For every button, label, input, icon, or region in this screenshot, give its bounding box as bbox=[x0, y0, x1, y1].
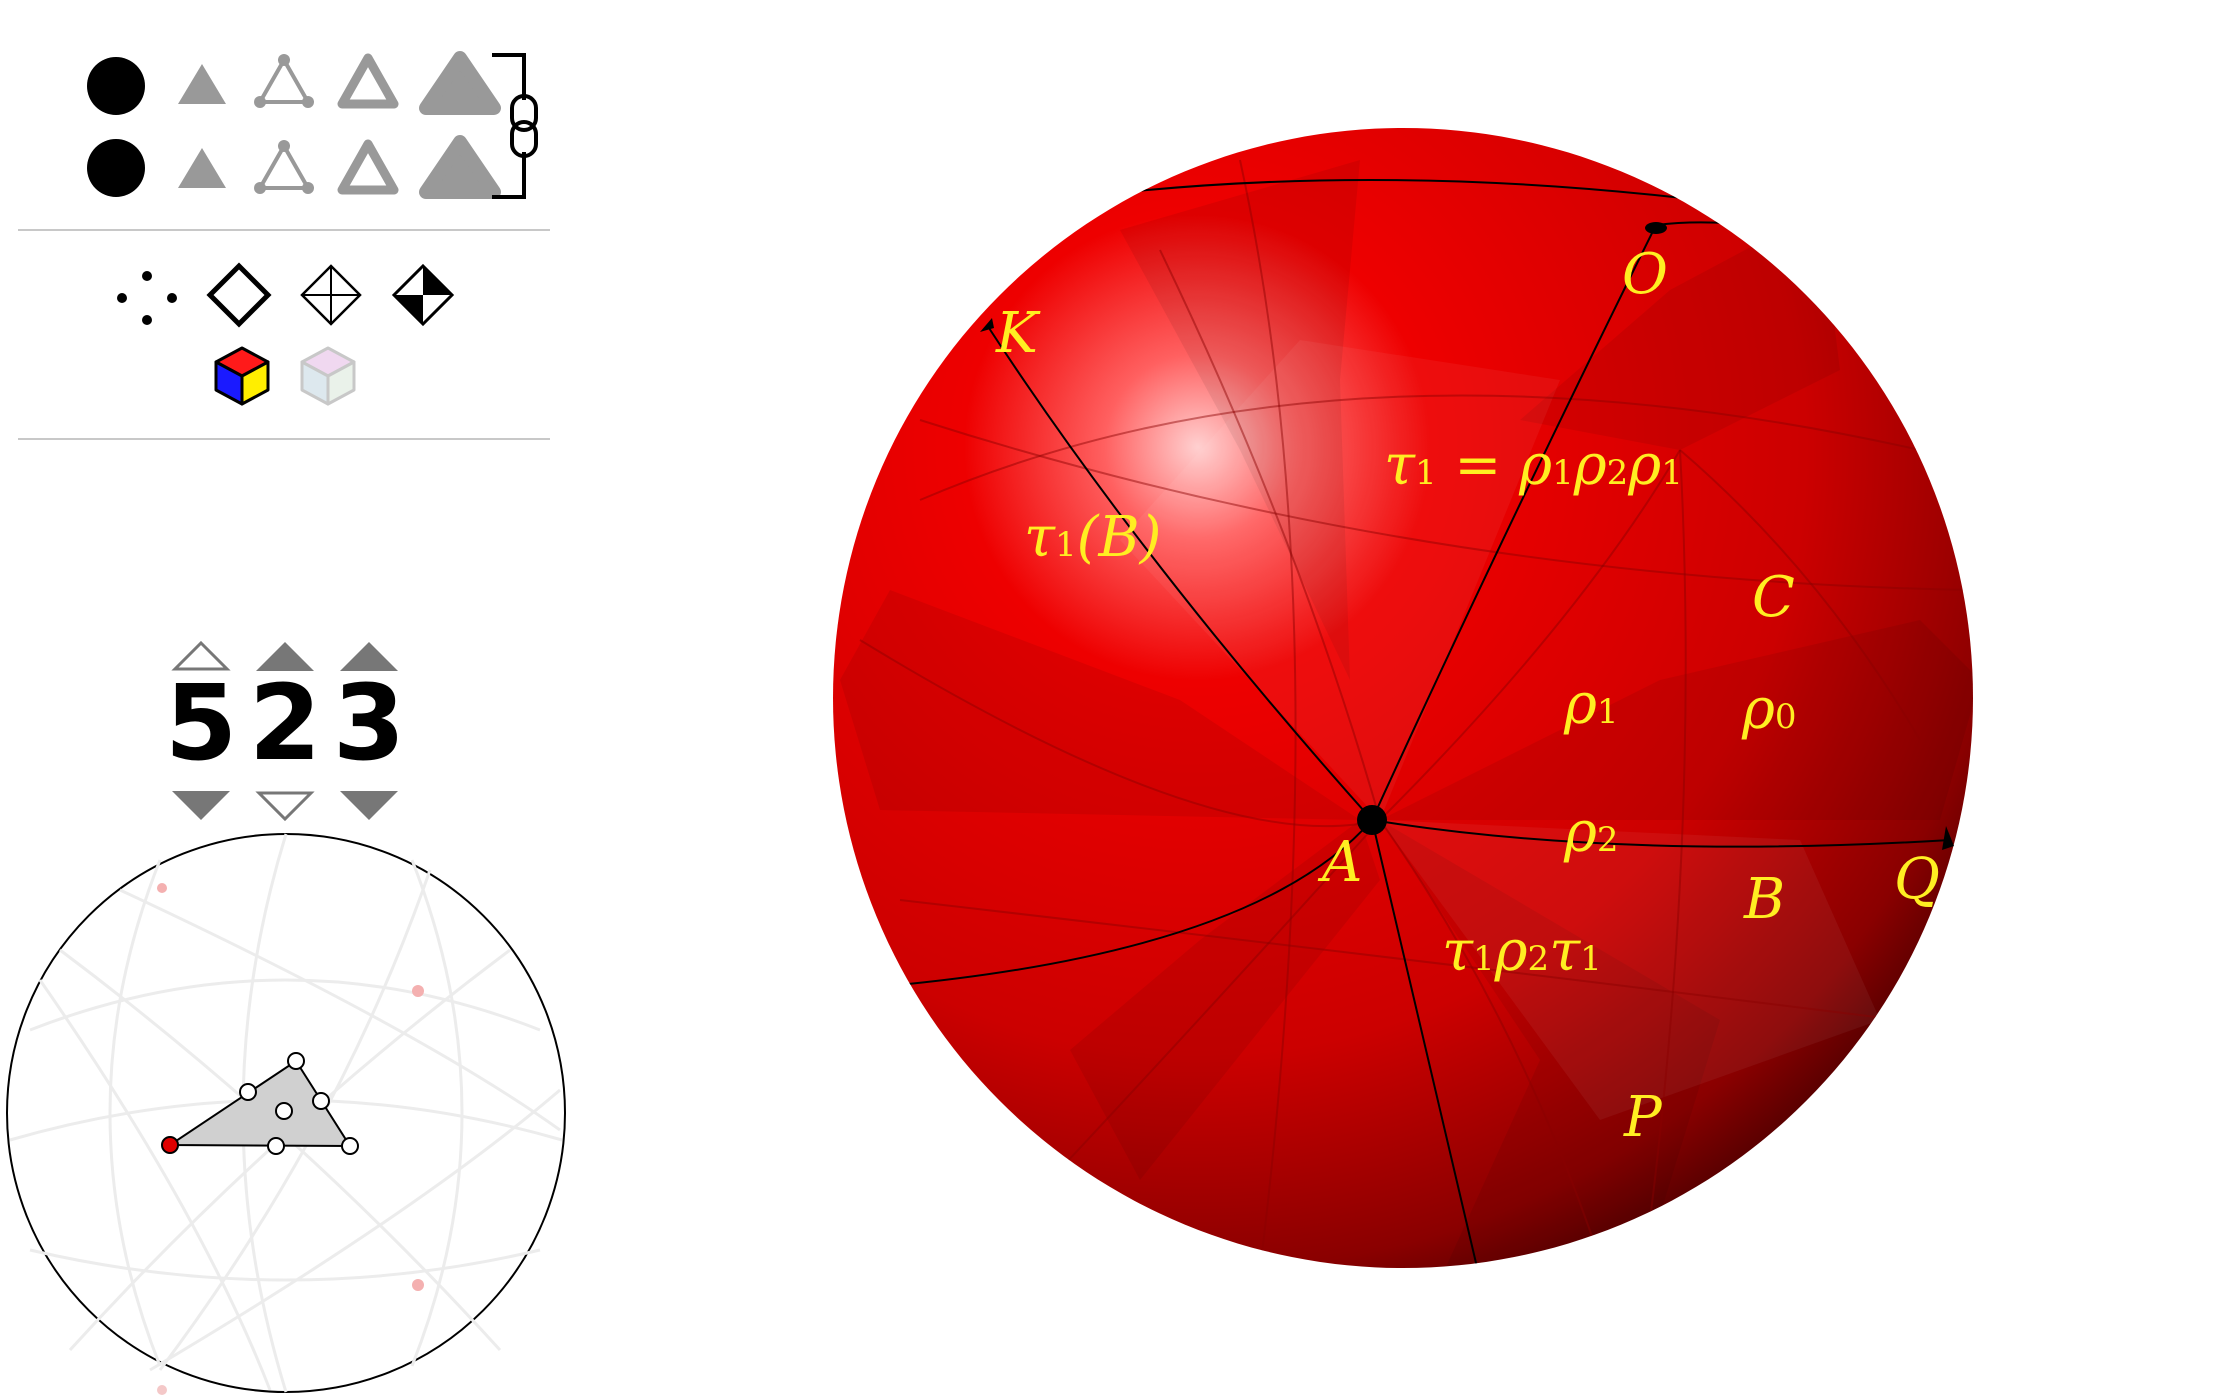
label-rho2: ρ2 bbox=[1564, 800, 1619, 865]
increment-arrow-2[interactable] bbox=[254, 638, 316, 674]
outline-triangle-icon[interactable] bbox=[336, 52, 400, 110]
vertex-A-point[interactable] bbox=[1357, 805, 1387, 835]
label-C: C bbox=[1752, 565, 1795, 630]
label-rho1: ρ1 bbox=[1564, 672, 1619, 737]
triangle-nodes-icon[interactable] bbox=[252, 52, 316, 112]
small-triangle-icon[interactable] bbox=[172, 58, 232, 110]
label-Q: Q bbox=[1894, 847, 1940, 912]
label-rho0: ρ0 bbox=[1742, 677, 1797, 742]
label-tau-equation: τ1 = ρ1ρ2ρ1 bbox=[1384, 433, 1683, 498]
decrement-arrow-3[interactable] bbox=[338, 788, 400, 824]
vertex-O-point[interactable] bbox=[1645, 222, 1667, 234]
vertex-dot-icon[interactable] bbox=[84, 54, 148, 118]
increment-arrow-3[interactable] bbox=[338, 638, 400, 674]
label-tau1-B: τ1(B) bbox=[1024, 505, 1162, 570]
decrement-arrow-2[interactable] bbox=[254, 788, 316, 824]
vertex-dot-icon[interactable] bbox=[84, 136, 148, 200]
view-divider bbox=[18, 438, 550, 440]
label-A: A bbox=[1322, 830, 1363, 895]
label-K: K bbox=[996, 301, 1038, 366]
chain-link-icon[interactable] bbox=[488, 52, 538, 202]
faded-cube-icon[interactable] bbox=[298, 344, 358, 408]
triangle-nodes-icon[interactable] bbox=[252, 138, 316, 198]
decrement-arrow-1[interactable] bbox=[170, 788, 232, 824]
mini-sphere-navigator[interactable] bbox=[0, 830, 572, 1397]
diamond-icon[interactable] bbox=[206, 262, 272, 328]
label-P: P bbox=[1624, 1085, 1662, 1150]
diamond-cross-icon[interactable] bbox=[298, 262, 364, 328]
small-triangle-icon[interactable] bbox=[172, 142, 232, 194]
control-panel: 5 2 3 bbox=[0, 0, 566, 1397]
increment-arrow-1[interactable] bbox=[170, 638, 232, 674]
group-digit-2: 2 bbox=[248, 662, 322, 784]
toolbar-divider bbox=[18, 229, 550, 231]
rounded-triangle-icon[interactable] bbox=[418, 48, 502, 116]
points-icon[interactable] bbox=[112, 268, 182, 328]
outline-triangle-icon[interactable] bbox=[336, 138, 400, 196]
label-O: O bbox=[1622, 242, 1668, 307]
label-tau-rho-tau: τ1ρ2τ1 bbox=[1442, 919, 1602, 984]
main-sphere-view[interactable] bbox=[820, 120, 1980, 1280]
rounded-triangle-icon[interactable] bbox=[418, 132, 502, 200]
group-digit-1: 5 bbox=[164, 662, 238, 784]
color-cube-icon[interactable] bbox=[212, 344, 272, 408]
label-B: B bbox=[1744, 867, 1786, 932]
diamond-filled-quarters-icon[interactable] bbox=[390, 262, 456, 328]
group-digit-3: 3 bbox=[332, 662, 406, 784]
